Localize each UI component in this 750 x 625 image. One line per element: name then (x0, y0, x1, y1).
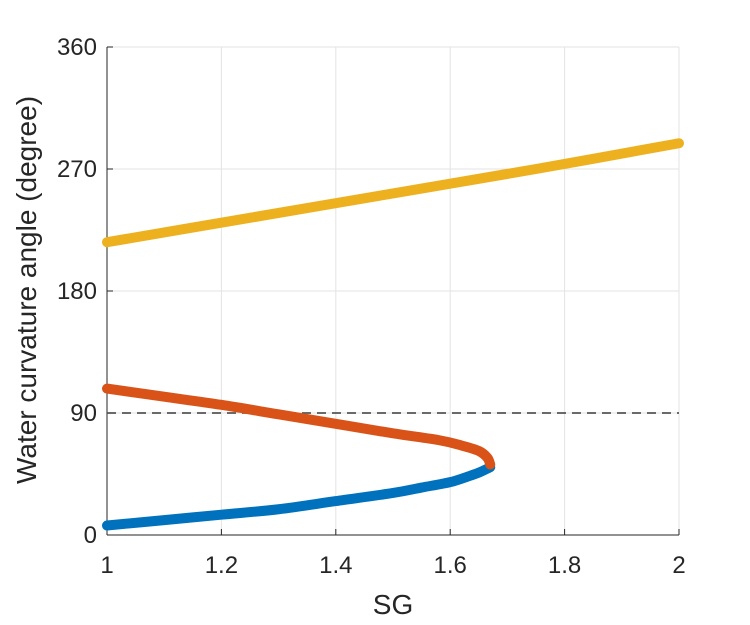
y-axis-label: Water curvature angle (degree) (11, 96, 42, 484)
y-tick-label: 180 (57, 278, 97, 305)
x-tick-label: 1.4 (319, 552, 352, 579)
y-tick-label: 0 (84, 522, 97, 549)
y-tick-label: 270 (57, 156, 97, 183)
series-line-1 (102, 462, 496, 531)
x-tick-label: 2 (672, 552, 685, 579)
tick-labels: 1 1.2 1.4 1.6 1.8 2 0 90 180 270 360 (57, 34, 686, 579)
series-line-3 (102, 138, 684, 248)
x-tick-label: 1.2 (205, 552, 238, 579)
x-tick-label: 1.6 (434, 552, 467, 579)
x-tick-label: 1 (100, 552, 113, 579)
y-tick-label: 90 (70, 400, 97, 427)
y-tick-label: 360 (57, 34, 97, 61)
series-line-2 (102, 383, 496, 470)
grid (106, 46, 680, 536)
series (102, 138, 684, 531)
x-tick-label: 1.8 (548, 552, 581, 579)
x-axis-label: SG (373, 589, 413, 620)
